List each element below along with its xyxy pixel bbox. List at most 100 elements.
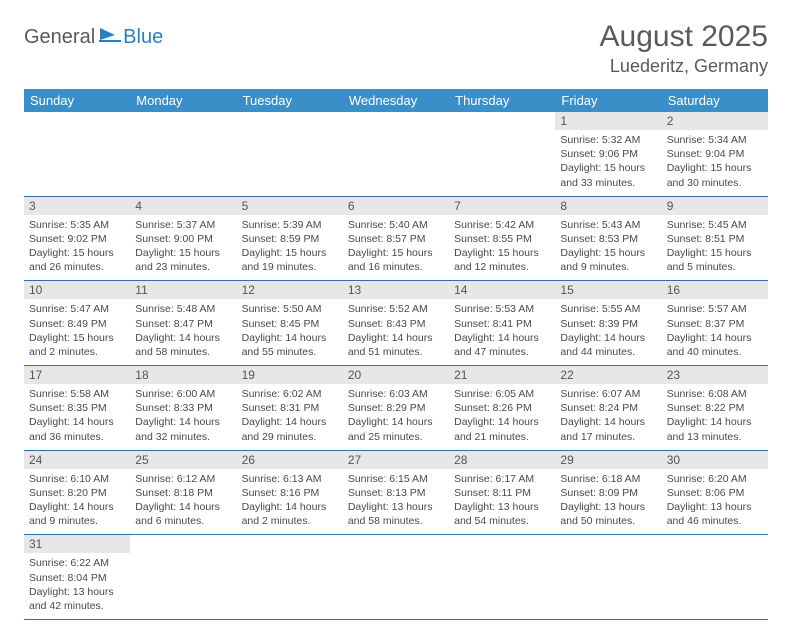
sunrise-text: Sunrise: 6:13 AM — [242, 472, 338, 486]
day-body: Sunrise: 5:50 AMSunset: 8:45 PMDaylight:… — [237, 299, 343, 365]
daylight-text: Daylight: 13 hours — [348, 500, 444, 514]
daylight-text: and 36 minutes. — [29, 430, 125, 444]
logo-flag-icon — [99, 26, 121, 49]
day-body: Sunrise: 6:12 AMSunset: 8:18 PMDaylight:… — [130, 469, 236, 535]
empty-cell — [237, 535, 343, 620]
day-body: Sunrise: 6:22 AMSunset: 8:04 PMDaylight:… — [24, 553, 130, 619]
day-number: 17 — [24, 366, 130, 384]
day-body: Sunrise: 5:39 AMSunset: 8:59 PMDaylight:… — [237, 215, 343, 281]
day-number: 12 — [237, 281, 343, 299]
day-number: 27 — [343, 451, 449, 469]
daylight-text: and 44 minutes. — [560, 345, 656, 359]
day-number: 2 — [662, 112, 768, 130]
sunset-text: Sunset: 8:49 PM — [29, 317, 125, 331]
daylight-text: Daylight: 14 hours — [29, 415, 125, 429]
empty-cell — [662, 535, 768, 620]
daylight-text: Daylight: 13 hours — [29, 585, 125, 599]
week-row: 1Sunrise: 5:32 AMSunset: 9:06 PMDaylight… — [24, 112, 768, 196]
day-number: 3 — [24, 197, 130, 215]
day-cell: 16Sunrise: 5:57 AMSunset: 8:37 PMDayligh… — [662, 281, 768, 366]
daylight-text: Daylight: 14 hours — [135, 500, 231, 514]
day-body: Sunrise: 6:08 AMSunset: 8:22 PMDaylight:… — [662, 384, 768, 450]
day-number: 19 — [237, 366, 343, 384]
day-body: Sunrise: 6:05 AMSunset: 8:26 PMDaylight:… — [449, 384, 555, 450]
calendar-table: SundayMondayTuesdayWednesdayThursdayFrid… — [24, 89, 768, 620]
daylight-text: Daylight: 14 hours — [560, 331, 656, 345]
location: Luederitz, Germany — [600, 56, 768, 77]
empty-cell — [555, 535, 661, 620]
day-body: Sunrise: 6:00 AMSunset: 8:33 PMDaylight:… — [130, 384, 236, 450]
day-cell: 22Sunrise: 6:07 AMSunset: 8:24 PMDayligh… — [555, 366, 661, 451]
daylight-text: Daylight: 14 hours — [242, 331, 338, 345]
day-cell: 7Sunrise: 5:42 AMSunset: 8:55 PMDaylight… — [449, 196, 555, 281]
sunset-text: Sunset: 9:02 PM — [29, 232, 125, 246]
sunset-text: Sunset: 8:53 PM — [560, 232, 656, 246]
sunrise-text: Sunrise: 5:58 AM — [29, 387, 125, 401]
week-row: 3Sunrise: 5:35 AMSunset: 9:02 PMDaylight… — [24, 196, 768, 281]
day-number: 18 — [130, 366, 236, 384]
day-cell: 6Sunrise: 5:40 AMSunset: 8:57 PMDaylight… — [343, 196, 449, 281]
daylight-text: and 58 minutes. — [348, 514, 444, 528]
day-body: Sunrise: 5:40 AMSunset: 8:57 PMDaylight:… — [343, 215, 449, 281]
daylight-text: Daylight: 14 hours — [348, 331, 444, 345]
empty-cell — [343, 112, 449, 196]
sunrise-text: Sunrise: 6:05 AM — [454, 387, 550, 401]
sunset-text: Sunset: 8:24 PM — [560, 401, 656, 415]
day-body: Sunrise: 6:20 AMSunset: 8:06 PMDaylight:… — [662, 469, 768, 535]
daylight-text: Daylight: 14 hours — [454, 331, 550, 345]
daylight-text: and 2 minutes. — [29, 345, 125, 359]
day-number: 20 — [343, 366, 449, 384]
title-block: August 2025 Luederitz, Germany — [600, 20, 768, 77]
day-number: 31 — [24, 535, 130, 553]
sunset-text: Sunset: 8:09 PM — [560, 486, 656, 500]
day-cell: 8Sunrise: 5:43 AMSunset: 8:53 PMDaylight… — [555, 196, 661, 281]
sunset-text: Sunset: 9:00 PM — [135, 232, 231, 246]
day-body: Sunrise: 5:47 AMSunset: 8:49 PMDaylight:… — [24, 299, 130, 365]
day-body: Sunrise: 5:57 AMSunset: 8:37 PMDaylight:… — [662, 299, 768, 365]
day-body: Sunrise: 5:58 AMSunset: 8:35 PMDaylight:… — [24, 384, 130, 450]
month-title: August 2025 — [600, 20, 768, 54]
daylight-text: Daylight: 14 hours — [560, 415, 656, 429]
empty-cell — [343, 535, 449, 620]
week-row: 10Sunrise: 5:47 AMSunset: 8:49 PMDayligh… — [24, 281, 768, 366]
day-cell: 24Sunrise: 6:10 AMSunset: 8:20 PMDayligh… — [24, 450, 130, 535]
daylight-text: and 58 minutes. — [135, 345, 231, 359]
sunset-text: Sunset: 8:26 PM — [454, 401, 550, 415]
day-cell: 10Sunrise: 5:47 AMSunset: 8:49 PMDayligh… — [24, 281, 130, 366]
sunrise-text: Sunrise: 6:00 AM — [135, 387, 231, 401]
sunrise-text: Sunrise: 5:50 AM — [242, 302, 338, 316]
day-number: 30 — [662, 451, 768, 469]
sunrise-text: Sunrise: 6:10 AM — [29, 472, 125, 486]
day-number: 28 — [449, 451, 555, 469]
calendar-body: 1Sunrise: 5:32 AMSunset: 9:06 PMDaylight… — [24, 112, 768, 620]
sunrise-text: Sunrise: 5:53 AM — [454, 302, 550, 316]
daylight-text: Daylight: 15 hours — [667, 161, 763, 175]
weekday-monday: Monday — [130, 89, 236, 112]
empty-cell — [449, 112, 555, 196]
empty-cell — [130, 112, 236, 196]
day-number: 11 — [130, 281, 236, 299]
daylight-text: and 33 minutes. — [560, 176, 656, 190]
sunrise-text: Sunrise: 6:03 AM — [348, 387, 444, 401]
sunrise-text: Sunrise: 5:47 AM — [29, 302, 125, 316]
sunset-text: Sunset: 8:20 PM — [29, 486, 125, 500]
sunrise-text: Sunrise: 6:17 AM — [454, 472, 550, 486]
daylight-text: and 30 minutes. — [667, 176, 763, 190]
daylight-text: and 5 minutes. — [667, 260, 763, 274]
weekday-saturday: Saturday — [662, 89, 768, 112]
daylight-text: Daylight: 14 hours — [242, 415, 338, 429]
day-body: Sunrise: 5:55 AMSunset: 8:39 PMDaylight:… — [555, 299, 661, 365]
daylight-text: and 13 minutes. — [667, 430, 763, 444]
day-cell: 21Sunrise: 6:05 AMSunset: 8:26 PMDayligh… — [449, 366, 555, 451]
day-cell: 18Sunrise: 6:00 AMSunset: 8:33 PMDayligh… — [130, 366, 236, 451]
day-cell: 28Sunrise: 6:17 AMSunset: 8:11 PMDayligh… — [449, 450, 555, 535]
daylight-text: and 55 minutes. — [242, 345, 338, 359]
daylight-text: and 9 minutes. — [560, 260, 656, 274]
day-cell: 31Sunrise: 6:22 AMSunset: 8:04 PMDayligh… — [24, 535, 130, 620]
day-cell: 3Sunrise: 5:35 AMSunset: 9:02 PMDaylight… — [24, 196, 130, 281]
week-row: 17Sunrise: 5:58 AMSunset: 8:35 PMDayligh… — [24, 366, 768, 451]
day-number: 21 — [449, 366, 555, 384]
sunrise-text: Sunrise: 6:08 AM — [667, 387, 763, 401]
empty-cell — [130, 535, 236, 620]
daylight-text: Daylight: 14 hours — [454, 415, 550, 429]
